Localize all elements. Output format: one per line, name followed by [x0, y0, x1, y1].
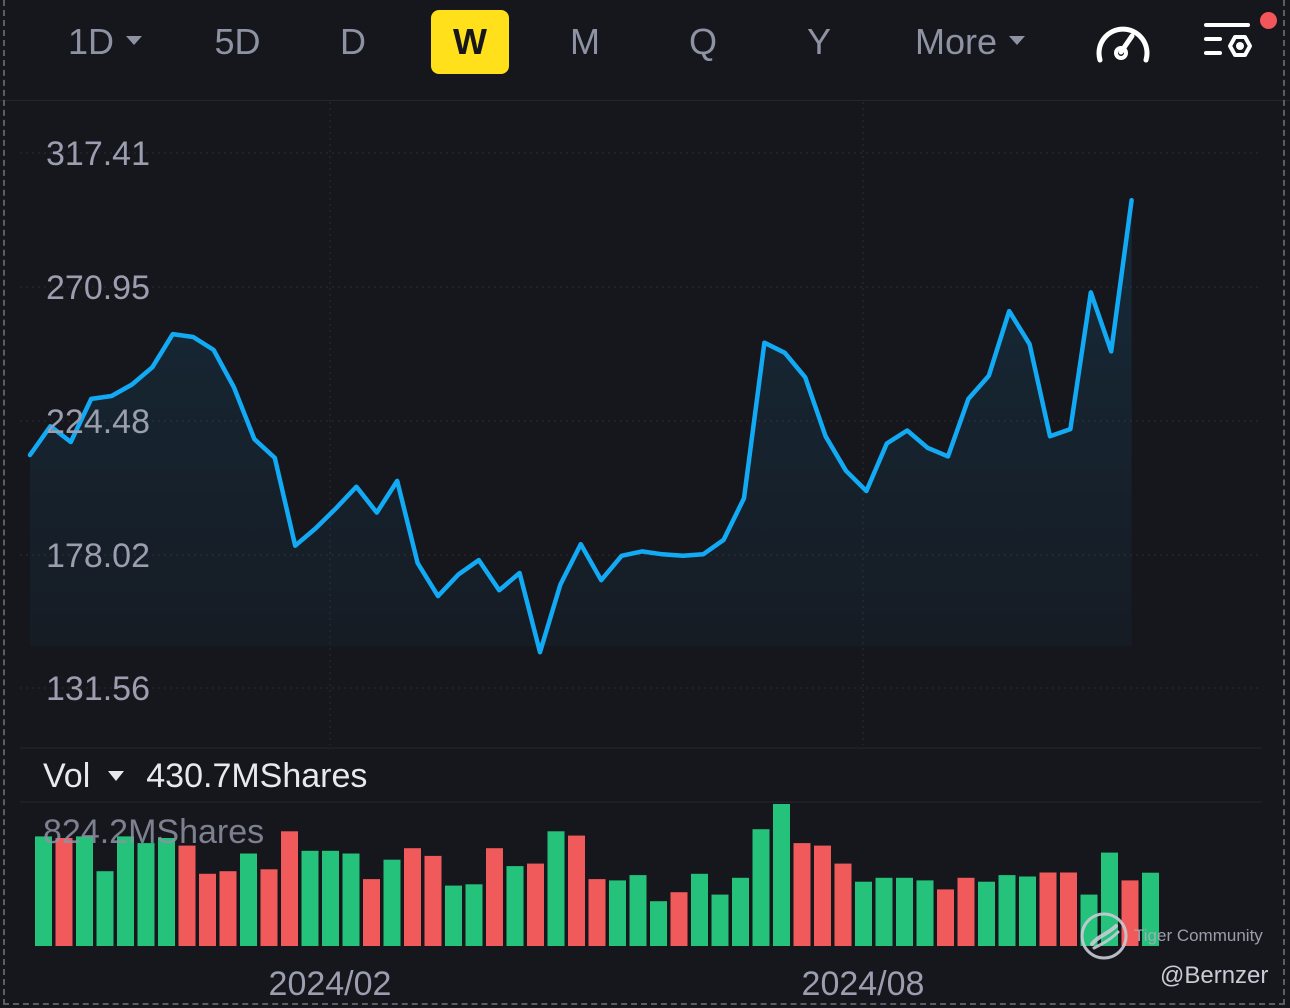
volume-bar — [588, 879, 606, 946]
tab-y[interactable]: Y — [784, 10, 854, 74]
chevron-down-icon — [126, 35, 143, 45]
volume-bar — [629, 875, 647, 946]
time-axis: 2024/02 2024/08 — [269, 965, 925, 1003]
volume-bar — [1101, 852, 1118, 946]
volume-bar — [342, 853, 360, 946]
tab-d[interactable]: D — [320, 10, 386, 74]
chevron-down-icon[interactable] — [108, 771, 125, 781]
volume-bar — [137, 843, 155, 946]
tab-q[interactable]: Q — [668, 10, 738, 74]
time-tick-label: 2024/02 — [269, 965, 392, 1003]
volume-bar — [158, 838, 175, 946]
chart-toolbar: 1D 5D D W M Q Y More — [0, 0, 1290, 101]
volume-bar — [76, 836, 93, 946]
volume-bar — [793, 843, 811, 946]
volume-bar — [260, 869, 278, 946]
volume-label: Vol — [43, 756, 91, 795]
watermark: Tiger Community — [1078, 910, 1263, 962]
price-tick-label: 270.95 — [46, 269, 150, 307]
volume-bar — [96, 871, 114, 946]
volume-bar — [547, 831, 565, 946]
time-tick-label: 2024/08 — [802, 965, 925, 1003]
volume-bar — [609, 880, 626, 946]
volume-bar — [383, 859, 401, 946]
notification-dot — [1260, 12, 1277, 29]
volume-bar — [1142, 872, 1159, 946]
price-area-fill — [30, 200, 1132, 653]
volume-bar — [691, 873, 708, 946]
volume-bar — [404, 848, 421, 946]
volume-bar — [363, 879, 380, 946]
volume-bar — [55, 838, 73, 946]
watermark-brand: Tiger Community — [1134, 926, 1263, 945]
volume-bar — [670, 892, 688, 946]
volume-header[interactable]: Vol 430.7MShares — [43, 754, 367, 798]
tab-label: Q — [688, 21, 717, 62]
price-tick-label: 131.56 — [46, 670, 150, 708]
price-tick-label: 178.02 — [46, 537, 150, 575]
volume-max-label: 824.2MShares — [43, 813, 265, 851]
volume-bar — [896, 877, 913, 946]
tab-1d[interactable]: 1D — [50, 10, 160, 74]
volume-bar — [1039, 872, 1057, 946]
volume-bar — [527, 863, 544, 946]
price-axis: 317.41 270.95 224.48 178.02 131.56 — [46, 135, 150, 708]
volume-bar — [35, 836, 52, 946]
speedometer-icon[interactable] — [1092, 18, 1154, 68]
tab-label: Y — [806, 21, 831, 62]
chevron-down-icon — [1009, 35, 1026, 45]
volume-bar — [240, 853, 257, 946]
volume-bar — [322, 850, 339, 946]
tab-m[interactable]: M — [550, 10, 620, 74]
volume-bar — [1019, 876, 1036, 946]
volume-bar — [506, 866, 524, 946]
volume-bar — [752, 829, 770, 946]
tab-label: W — [453, 21, 487, 62]
tab-label: D — [340, 21, 366, 62]
volume-bar — [1060, 872, 1077, 946]
price-tick-label: 317.41 — [46, 135, 150, 173]
volume-bar — [711, 894, 729, 946]
tab-w[interactable]: W — [431, 10, 509, 74]
volume-bar — [957, 877, 975, 946]
tab-5d[interactable]: 5D — [200, 10, 275, 74]
volume-bar — [178, 845, 196, 946]
price-area — [27, 197, 1134, 655]
tab-more[interactable]: More — [890, 10, 1050, 74]
volume-bar — [855, 881, 872, 946]
tab-label: 5D — [214, 21, 261, 62]
settings-list-icon[interactable] — [1202, 18, 1258, 68]
volume-bar — [773, 804, 790, 946]
volume-bar — [834, 863, 852, 946]
tiger-logo-icon — [1080, 912, 1128, 960]
price-tick-label: 224.48 — [46, 403, 150, 441]
tab-label: More — [914, 21, 998, 62]
volume-bar — [465, 884, 483, 946]
volume-bars — [35, 804, 1159, 946]
volume-bar — [814, 845, 831, 946]
volume-bar — [301, 850, 319, 946]
volume-bar — [916, 880, 934, 946]
volume-bar — [424, 855, 442, 946]
volume-bar — [281, 831, 298, 946]
volume-bar — [998, 875, 1016, 946]
price-line — [27, 197, 1134, 655]
volume-current: 430.7MShares — [146, 756, 368, 795]
volume-bar — [978, 881, 995, 946]
tab-label: 1D — [67, 21, 115, 62]
author-handle: @Bernzer — [1160, 962, 1269, 989]
volume-bar — [219, 871, 237, 946]
tab-label: M — [570, 21, 600, 62]
volume-bar — [937, 889, 954, 946]
volume-bar — [199, 873, 216, 946]
volume-bar — [486, 848, 503, 946]
volume-bar — [117, 836, 134, 946]
volume-bar — [445, 885, 462, 946]
volume-bar — [568, 835, 585, 946]
volume-bar — [732, 877, 749, 946]
volume-bar — [875, 877, 893, 946]
volume-bar — [650, 901, 667, 946]
